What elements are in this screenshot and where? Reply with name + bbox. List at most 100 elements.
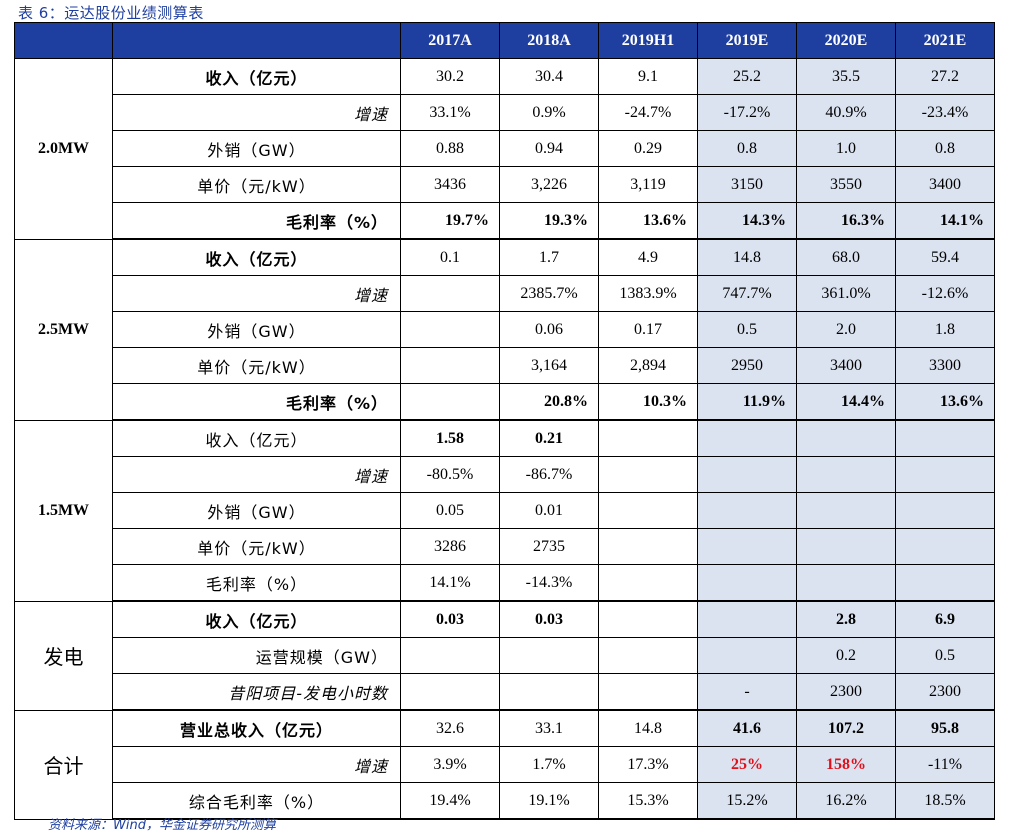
cell	[796, 492, 896, 529]
group-label: 合计	[14, 709, 113, 820]
header-cell: 2019E	[697, 22, 797, 59]
cell: 361.0%	[796, 275, 896, 312]
cell	[796, 528, 896, 565]
cell: 1.7	[499, 238, 599, 276]
cell: 0.01	[499, 492, 599, 529]
row-label: 增速	[112, 275, 401, 312]
cell: 3286	[400, 528, 500, 565]
cell: 33.1%	[400, 94, 500, 131]
table-row: 单价（元/kW） 3286 2735	[15, 528, 995, 565]
cell	[400, 383, 500, 421]
table-row: 增速 -80.5% -86.7%	[15, 456, 995, 493]
cell: 68.0	[796, 238, 896, 276]
cell: 30.4	[499, 58, 599, 95]
cell: 15.3%	[598, 782, 698, 820]
row-label: 昔阳项目-发电小时数	[112, 673, 401, 711]
cell	[796, 564, 896, 602]
cell: 13.6%	[895, 383, 995, 421]
cell: 3.9%	[400, 746, 500, 783]
header-blank	[14, 22, 113, 59]
table-row: 毛利率（%） 19.7% 19.3% 13.6% 14.3% 16.3% 14.…	[15, 202, 995, 240]
cell: 0.88	[400, 130, 500, 167]
cell: 4.9	[598, 238, 698, 276]
cell: 27.2	[895, 58, 995, 95]
cell: 95.8	[895, 709, 995, 747]
cell	[400, 347, 500, 384]
row-label: 收入（亿元）	[112, 58, 401, 95]
table-row: 单价（元/kW） 3,164 2,894 2950 3400 3300	[15, 347, 995, 384]
cell: -86.7%	[499, 456, 599, 493]
cell: 14.1%	[400, 564, 500, 602]
table-row: 2.0MW 收入（亿元） 30.2 30.4 9.1 25.2 35.5 27.…	[14, 58, 995, 240]
table-row: 单价（元/kW） 3436 3,226 3,119 3150 3550 3400	[15, 166, 995, 203]
table-row: 增速 2385.7% 1383.9% 747.7% 361.0% -12.6%	[15, 275, 995, 312]
cell: 3400	[796, 347, 896, 384]
cell: 14.4%	[796, 383, 896, 421]
row-label: 单价（元/kW）	[112, 528, 401, 565]
cell: 1383.9%	[598, 275, 698, 312]
cell: 107.2	[796, 709, 896, 747]
cell: 0.03	[499, 600, 599, 638]
header-cell: 2020E	[796, 22, 896, 59]
cell: 0.94	[499, 130, 599, 167]
row-label: 营业总收入（亿元）	[112, 709, 401, 747]
table-row: 1.5MW 收入（亿元） 1.58 0.21	[14, 419, 995, 602]
header-cell: 2017A	[400, 22, 500, 59]
cell: 0.9%	[499, 94, 599, 131]
cell: 14.1%	[895, 202, 995, 240]
cell	[499, 673, 599, 711]
cell: 15.2%	[697, 782, 797, 820]
cell: 2950	[697, 347, 797, 384]
table-row: 外销（GW） 0.88 0.94 0.29 0.8 1.0 0.8	[15, 130, 995, 167]
table-row: 运营规模（GW） 0.2 0.5	[15, 637, 995, 674]
table-row: 昔阳项目-发电小时数 - 2300 2300	[15, 673, 995, 711]
cell: 19.4%	[400, 782, 500, 820]
cell: 41.6	[697, 709, 797, 747]
cell: 30.2	[400, 58, 500, 95]
cell: 3,119	[598, 166, 698, 203]
cell: -17.2%	[697, 94, 797, 131]
group-label: 1.5MW	[14, 419, 113, 602]
cell: 3,164	[499, 347, 599, 384]
cell: 0.8	[895, 130, 995, 167]
table-row: 2.5MW 收入（亿元） 0.1 1.7 4.9 14.8 68.0 59.4	[14, 238, 995, 421]
cell: 2300	[796, 673, 896, 711]
cell	[400, 275, 500, 312]
cell: 3,226	[499, 166, 599, 203]
cell: 25%	[697, 746, 797, 783]
cell: -12.6%	[895, 275, 995, 312]
table-row: 合计 营业总收入（亿元） 32.6 33.1 14.8 41.6 107.2 9…	[14, 709, 995, 820]
cell	[697, 637, 797, 674]
cell: 6.9	[895, 600, 995, 638]
row-label: 收入（亿元）	[112, 419, 401, 457]
header-cell: 2019H1	[598, 22, 698, 59]
cell: 0.5	[697, 311, 797, 348]
table-row: 增速 3.9% 1.7% 17.3% 25% 158% -11%	[15, 746, 995, 783]
cell: 2735	[499, 528, 599, 565]
group-label: 2.0MW	[14, 58, 113, 240]
row-label: 单价（元/kW）	[112, 347, 401, 384]
cell: 19.3%	[499, 202, 599, 240]
cell: 14.8	[598, 709, 698, 747]
row-label: 毛利率（%）	[112, 564, 401, 602]
cell: 0.06	[499, 311, 599, 348]
cell: 35.5	[796, 58, 896, 95]
table-row: 外销（GW） 0.05 0.01	[15, 492, 995, 529]
row-label: 外销（GW）	[112, 130, 401, 167]
row-label: 综合毛利率（%）	[112, 782, 401, 820]
cell	[400, 637, 500, 674]
row-label: 毛利率（%）	[112, 202, 401, 240]
cell	[697, 528, 797, 565]
cell: 2,894	[598, 347, 698, 384]
cell	[598, 564, 698, 602]
row-label: 运营规模（GW）	[112, 637, 401, 674]
cell: 1.8	[895, 311, 995, 348]
cell	[796, 419, 896, 457]
cell: 0.03	[400, 600, 500, 638]
row-label: 外销（GW）	[112, 492, 401, 529]
cell: 20.8%	[499, 383, 599, 421]
cell: 3550	[796, 166, 896, 203]
cell	[697, 564, 797, 602]
cell: 9.1	[598, 58, 698, 95]
cell: 2385.7%	[499, 275, 599, 312]
